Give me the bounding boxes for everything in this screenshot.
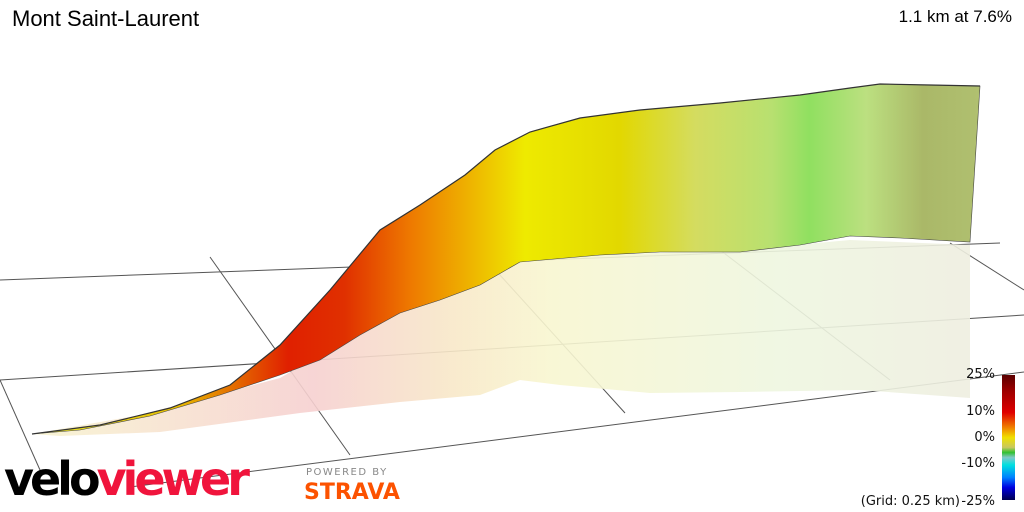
legend-tick-10: 10% <box>966 404 995 419</box>
legend-tick-minus10: -10% <box>961 456 995 471</box>
gradient-color-scale <box>1002 375 1015 500</box>
legend-tick-minus25: -25% <box>961 494 995 509</box>
segment-summary: 1.1 km at 7.6% <box>898 7 1012 26</box>
legend-tick-0: 0% <box>974 430 995 445</box>
grid-scale-note: (Grid: 0.25 km) <box>860 494 960 509</box>
profile-ridge <box>31 83 981 435</box>
segment-title: Mont Saint-Laurent <box>12 6 200 31</box>
powered-by-label: POWERED BY <box>306 467 388 478</box>
strava-logo: STRAVA <box>304 480 400 505</box>
legend-tick-25: 25% <box>966 367 995 382</box>
veloviewer-logo: veloviewer <box>4 452 250 506</box>
profile-shadow <box>32 240 970 436</box>
